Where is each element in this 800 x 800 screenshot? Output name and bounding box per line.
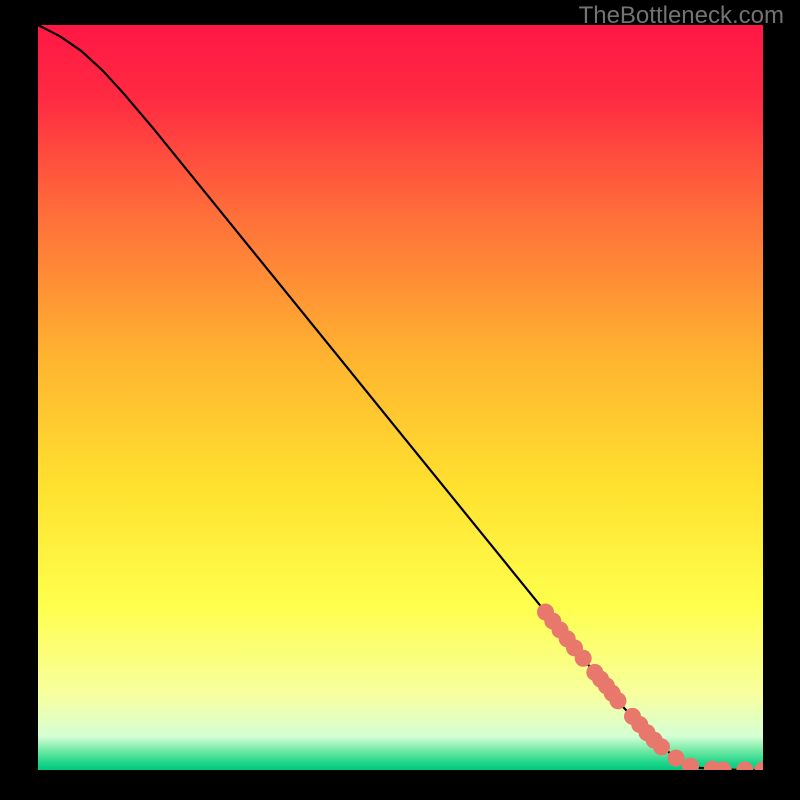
gradient-background <box>38 25 763 770</box>
marker-point <box>653 738 670 755</box>
marker-point <box>668 750 685 767</box>
marker-point <box>610 692 627 709</box>
plot-area <box>38 25 763 770</box>
attribution-label: TheBottleneck.com <box>579 2 784 30</box>
marker-point <box>575 650 592 667</box>
chart-stage: TheBottleneck.com <box>0 0 800 800</box>
